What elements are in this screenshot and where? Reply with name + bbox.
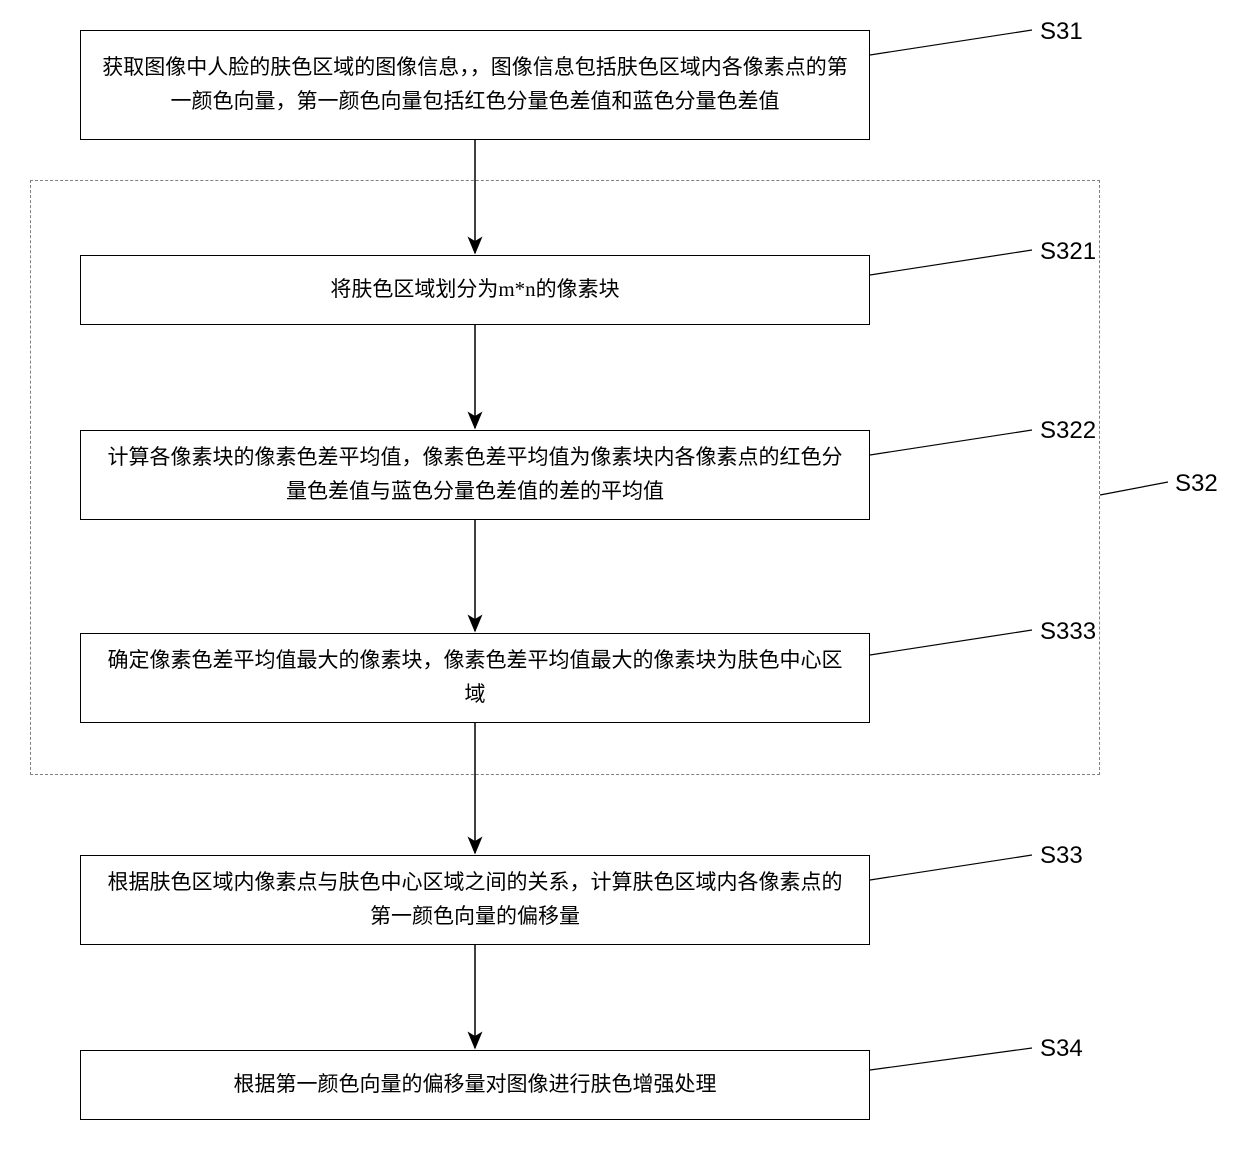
arrow-1 (0, 0, 1240, 1165)
flowchart-container: 获取图像中人脸的肤色区域的图像信息，，图像信息包括肤色区域内各像素点的第一颜色向… (0, 0, 1240, 1165)
